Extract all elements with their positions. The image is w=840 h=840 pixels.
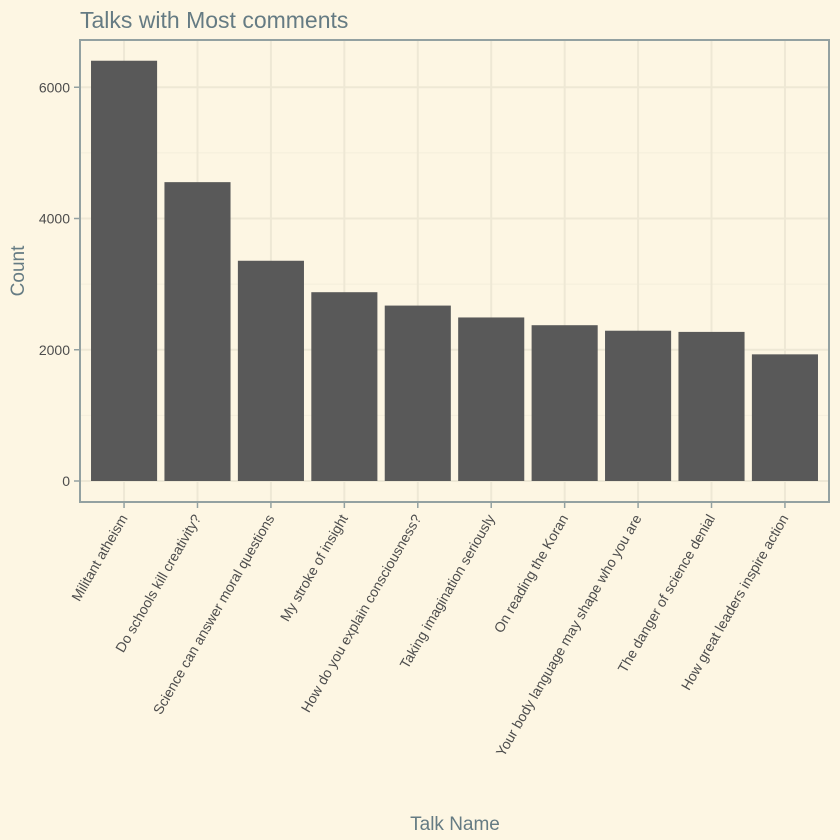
bar [678,331,745,481]
y-axis-title: Count [8,245,29,296]
chart-title: Talks with Most comments [80,7,348,33]
y-tick-label: 0 [62,473,70,489]
x-tick-label: Do schools kill creativity? [112,511,204,655]
bar [164,182,231,482]
x-tick-label: How do you explain consciousness? [298,511,425,715]
bar [384,305,451,481]
x-tick-label: Science can answer moral questions [150,512,278,717]
bar [237,260,304,481]
x-tick-label: Your body language may shape who you are [493,511,645,759]
bars [91,60,818,482]
x-tick-label: Militant atheism [68,512,130,604]
bar [605,330,672,481]
x-tick-label: On reading the Koran [490,512,571,636]
x-tick-label: My stroke of insight [277,511,351,624]
y-tick-label: 4000 [39,211,70,227]
bar [751,354,818,481]
plot-panel-border [79,39,830,503]
bar [91,60,158,482]
bar [531,325,598,481]
y-axis-ticks: 0 2000 4000 6000 [39,79,80,489]
bar [311,292,378,481]
x-axis-title: Talk Name [410,814,500,835]
bar [458,317,525,481]
y-tick-label: 2000 [39,342,70,358]
y-tick-label: 6000 [39,79,70,95]
